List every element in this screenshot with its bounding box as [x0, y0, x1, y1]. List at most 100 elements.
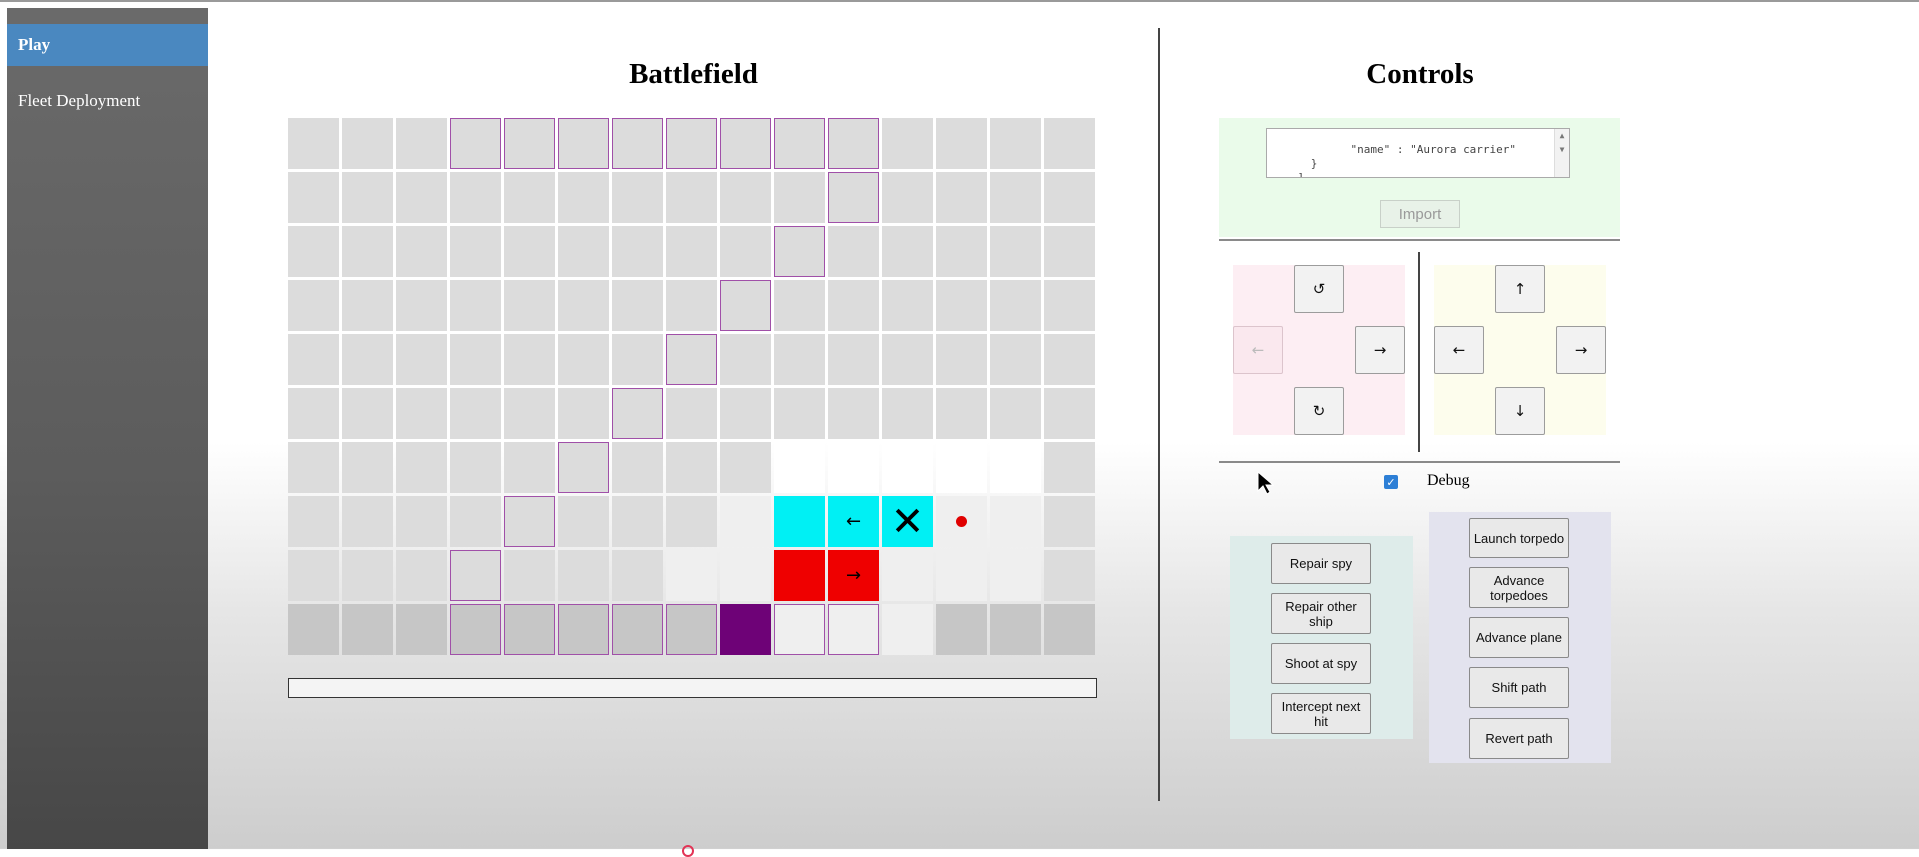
grid-cell[interactable]: [612, 118, 663, 169]
grid-cell[interactable]: [828, 226, 879, 277]
grid-cell[interactable]: [396, 442, 447, 493]
grid-cell[interactable]: [720, 442, 771, 493]
grid-cell[interactable]: [558, 334, 609, 385]
grid-cell[interactable]: [288, 604, 339, 655]
grid-cell[interactable]: [828, 280, 879, 331]
grid-cell[interactable]: [828, 334, 879, 385]
grid-cell[interactable]: [342, 118, 393, 169]
grid-cell[interactable]: ←: [828, 496, 879, 547]
grid-cell[interactable]: [774, 442, 825, 493]
grid-cell[interactable]: [288, 280, 339, 331]
grid-cell[interactable]: [666, 604, 717, 655]
grid-cell[interactable]: [288, 118, 339, 169]
grid-cell[interactable]: [828, 604, 879, 655]
grid-cell[interactable]: [504, 280, 555, 331]
grid-cell[interactable]: [558, 172, 609, 223]
grid-cell[interactable]: [612, 280, 663, 331]
grid-cell[interactable]: [936, 604, 987, 655]
grid-cell[interactable]: [504, 550, 555, 601]
grid-cell[interactable]: [936, 442, 987, 493]
grid-cell[interactable]: [828, 172, 879, 223]
grid-cell[interactable]: [612, 604, 663, 655]
grid-cell[interactable]: [558, 604, 609, 655]
grid-cell[interactable]: [936, 226, 987, 277]
rotate-pad-right-button[interactable]: →: [1355, 326, 1405, 374]
grid-cell[interactable]: [666, 496, 717, 547]
move-right-button[interactable]: →: [1556, 326, 1606, 374]
grid-cell[interactable]: [288, 388, 339, 439]
grid-cell[interactable]: [342, 280, 393, 331]
grid-cell[interactable]: [666, 334, 717, 385]
grid-cell[interactable]: [990, 334, 1041, 385]
rotate-pad-left-button[interactable]: ←: [1233, 326, 1283, 374]
grid-cell[interactable]: [774, 172, 825, 223]
grid-cell[interactable]: [720, 226, 771, 277]
grid-cell[interactable]: [882, 388, 933, 439]
grid-cell[interactable]: [450, 442, 501, 493]
grid-cell[interactable]: [558, 388, 609, 439]
repair-spy-button[interactable]: Repair spy: [1271, 543, 1371, 584]
grid-cell[interactable]: [450, 118, 501, 169]
grid-cell[interactable]: [774, 118, 825, 169]
grid-cell[interactable]: [720, 604, 771, 655]
grid-cell[interactable]: [288, 442, 339, 493]
grid-cell[interactable]: [288, 172, 339, 223]
grid-cell[interactable]: [450, 496, 501, 547]
grid-cell[interactable]: [396, 550, 447, 601]
grid-cell[interactable]: [558, 226, 609, 277]
grid-cell[interactable]: [504, 118, 555, 169]
grid-cell[interactable]: [612, 388, 663, 439]
grid-cell[interactable]: [288, 334, 339, 385]
grid-cell[interactable]: [288, 226, 339, 277]
grid-cell[interactable]: [1044, 226, 1095, 277]
grid-cell[interactable]: [828, 388, 879, 439]
grid-cell[interactable]: [666, 172, 717, 223]
grid-cell[interactable]: [396, 118, 447, 169]
grid-cell[interactable]: [1044, 550, 1095, 601]
grid-cell[interactable]: [990, 442, 1041, 493]
grid-cell[interactable]: [936, 496, 987, 547]
grid-cell[interactable]: [342, 604, 393, 655]
revert-path-button[interactable]: Revert path: [1469, 718, 1569, 759]
grid-cell[interactable]: [450, 388, 501, 439]
grid-cell[interactable]: [882, 442, 933, 493]
rotate-ccw-button[interactable]: ↺: [1294, 265, 1344, 313]
grid-cell[interactable]: [990, 604, 1041, 655]
grid-cell[interactable]: [612, 550, 663, 601]
grid-cell[interactable]: [396, 496, 447, 547]
grid-cell[interactable]: [1044, 604, 1095, 655]
grid-cell[interactable]: [990, 172, 1041, 223]
grid-cell[interactable]: [720, 280, 771, 331]
grid-cell[interactable]: [558, 118, 609, 169]
grid-cell[interactable]: [720, 172, 771, 223]
grid-cell[interactable]: [288, 550, 339, 601]
grid-cell[interactable]: [504, 442, 555, 493]
grid-cell[interactable]: [720, 496, 771, 547]
sidebar-item-fleet-deployment[interactable]: Fleet Deployment: [18, 91, 141, 110]
grid-cell[interactable]: [558, 442, 609, 493]
fleet-json-textarea[interactable]: "name" : "Aurora carrier" } ] } ▲▼: [1266, 128, 1570, 178]
grid-cell[interactable]: [450, 226, 501, 277]
grid-cell[interactable]: [936, 550, 987, 601]
grid-cell[interactable]: [612, 226, 663, 277]
grid-cell[interactable]: [666, 118, 717, 169]
move-up-button[interactable]: ↑: [1495, 265, 1545, 313]
shift-path-button[interactable]: Shift path: [1469, 667, 1569, 708]
grid-cell[interactable]: [990, 118, 1041, 169]
grid-cell[interactable]: [828, 442, 879, 493]
repair-other-ship-button[interactable]: Repair other ship: [1271, 593, 1371, 634]
grid-cell[interactable]: [990, 550, 1041, 601]
grid-cell[interactable]: [882, 172, 933, 223]
grid-cell[interactable]: [666, 226, 717, 277]
move-left-button[interactable]: ←: [1434, 326, 1484, 374]
textarea-scrollbar[interactable]: ▲ ▼: [1554, 129, 1569, 177]
sidebar-item-play[interactable]: Play: [7, 24, 208, 66]
grid-cell[interactable]: [882, 226, 933, 277]
grid-cell[interactable]: [612, 496, 663, 547]
grid-cell[interactable]: [990, 388, 1041, 439]
grid-cell[interactable]: [504, 496, 555, 547]
grid-cell[interactable]: [504, 334, 555, 385]
advance-torpedoes-button[interactable]: Advance torpedoes: [1469, 567, 1569, 608]
grid-cell[interactable]: [936, 118, 987, 169]
grid-cell[interactable]: [990, 496, 1041, 547]
